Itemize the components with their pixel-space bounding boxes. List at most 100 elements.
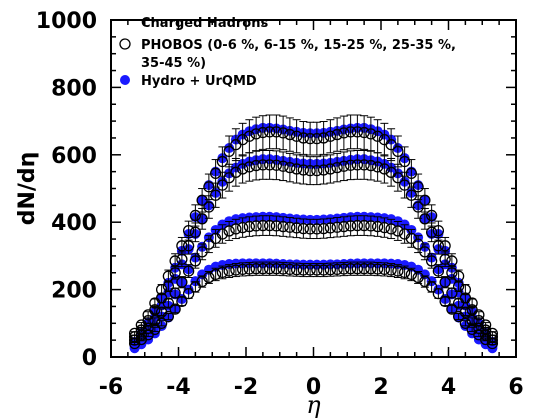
- phobos-point: [149, 304, 161, 316]
- phobos-point: [324, 222, 337, 234]
- phobos-point: [142, 329, 154, 341]
- phobos-point: [446, 303, 458, 315]
- phobos-point: [358, 126, 370, 139]
- phobos-point: [162, 310, 175, 323]
- phobos-point: [243, 161, 256, 173]
- phobos-point: [176, 253, 188, 265]
- phobos-point: [331, 128, 343, 141]
- phobos-point: [243, 220, 256, 233]
- x-tick-label: -2: [234, 375, 258, 400]
- y-tick-label: 600: [51, 144, 97, 169]
- x-tick-label: 2: [373, 375, 388, 400]
- phobos-point: [176, 276, 188, 288]
- y-tick-label: 0: [82, 346, 97, 371]
- phobos-point: [405, 167, 418, 179]
- phobos-point: [223, 265, 235, 277]
- phobos-point: [432, 240, 445, 252]
- phobos-point: [473, 314, 485, 327]
- phobos-point: [243, 130, 256, 142]
- phobos-point: [317, 164, 330, 176]
- phobos-point: [459, 317, 472, 329]
- phobos-point: [486, 337, 499, 350]
- phobos-point: [236, 163, 249, 175]
- phobos-point: [446, 287, 458, 299]
- phobos-point: [317, 264, 330, 276]
- phobos-point: [263, 263, 276, 275]
- phobos-point: [365, 159, 377, 172]
- phobos-point: [182, 265, 195, 277]
- phobos-point: [182, 240, 195, 252]
- phobos-point: [290, 163, 303, 175]
- phobos-point: [209, 189, 222, 201]
- phobos-point: [257, 126, 269, 139]
- phobos-point: [324, 264, 337, 276]
- phobos-point: [392, 145, 404, 158]
- phobos-point: [385, 139, 397, 151]
- phobos-point: [230, 166, 242, 178]
- phobos-point: [223, 172, 235, 184]
- phobos-point: [412, 201, 424, 213]
- x-tick-label: 0: [306, 375, 321, 400]
- phobos-point: [257, 263, 269, 275]
- phobos-point: [365, 128, 377, 140]
- phobos-point: [425, 209, 438, 222]
- phobos-point: [216, 228, 229, 240]
- phobos-point: [284, 263, 296, 276]
- phobos-point: [149, 323, 161, 336]
- phobos-point: [439, 295, 451, 308]
- phobos-point: [378, 163, 391, 175]
- phobos-point: [432, 224, 445, 237]
- phobos-point: [324, 130, 337, 142]
- phobos-point: [311, 264, 323, 276]
- phobos-point: [189, 209, 202, 222]
- phobos-point: [358, 159, 370, 171]
- phobos-point: [405, 232, 418, 245]
- phobos-point: [257, 219, 269, 232]
- phobos-point: [277, 127, 289, 139]
- phobos-point: [196, 213, 208, 225]
- phobos-point: [209, 167, 222, 179]
- phobos-point: [311, 223, 323, 235]
- phobos-point: [385, 264, 397, 276]
- phobos-point: [250, 159, 262, 172]
- phobos-point: [270, 159, 283, 171]
- phobos-point: [358, 219, 370, 232]
- phobos-point: [452, 297, 465, 309]
- phobos-point: [162, 280, 175, 292]
- legend-title: Charged Hadrons: [141, 16, 268, 31]
- phobos-point: [250, 220, 262, 232]
- legend-label-phobos-cont: 35-45 %): [141, 56, 206, 71]
- legend-label-phobos: PHOBOS (0-6 %, 6-15 %, 15-25 %, 25-35 %,: [141, 38, 456, 53]
- phobos-point: [182, 224, 195, 237]
- phobos-point: [378, 221, 391, 234]
- x-tick-label: -4: [166, 375, 190, 400]
- phobos-point: [236, 221, 249, 234]
- phobos-point: [162, 297, 175, 309]
- legend-label-hydro: Hydro + UrQMD: [141, 74, 257, 89]
- phobos-point: [311, 132, 323, 145]
- phobos-point: [344, 159, 357, 171]
- phobos-point: [304, 264, 316, 276]
- data-marks: [128, 114, 499, 354]
- phobos-point: [432, 287, 445, 300]
- y-tick-label: 200: [51, 279, 97, 304]
- phobos-point: [338, 160, 350, 172]
- phobos-point: [351, 263, 364, 275]
- phobos-point: [203, 271, 215, 284]
- phobos-point: [142, 314, 154, 327]
- phobos-point: [250, 263, 262, 275]
- phobos-point: [297, 164, 310, 176]
- phobos-point: [344, 220, 357, 232]
- phobos-point: [182, 287, 195, 300]
- phobos-point: [209, 268, 222, 281]
- phobos-point: [270, 126, 283, 138]
- phobos-point: [317, 132, 330, 144]
- phobos-point: [331, 221, 343, 233]
- phobos-point: [284, 161, 296, 174]
- x-tick-label: 6: [508, 375, 523, 400]
- phobos-point: [365, 220, 377, 232]
- phobos-point: [250, 128, 262, 140]
- phobos-point: [169, 287, 181, 299]
- phobos-point: [338, 127, 350, 139]
